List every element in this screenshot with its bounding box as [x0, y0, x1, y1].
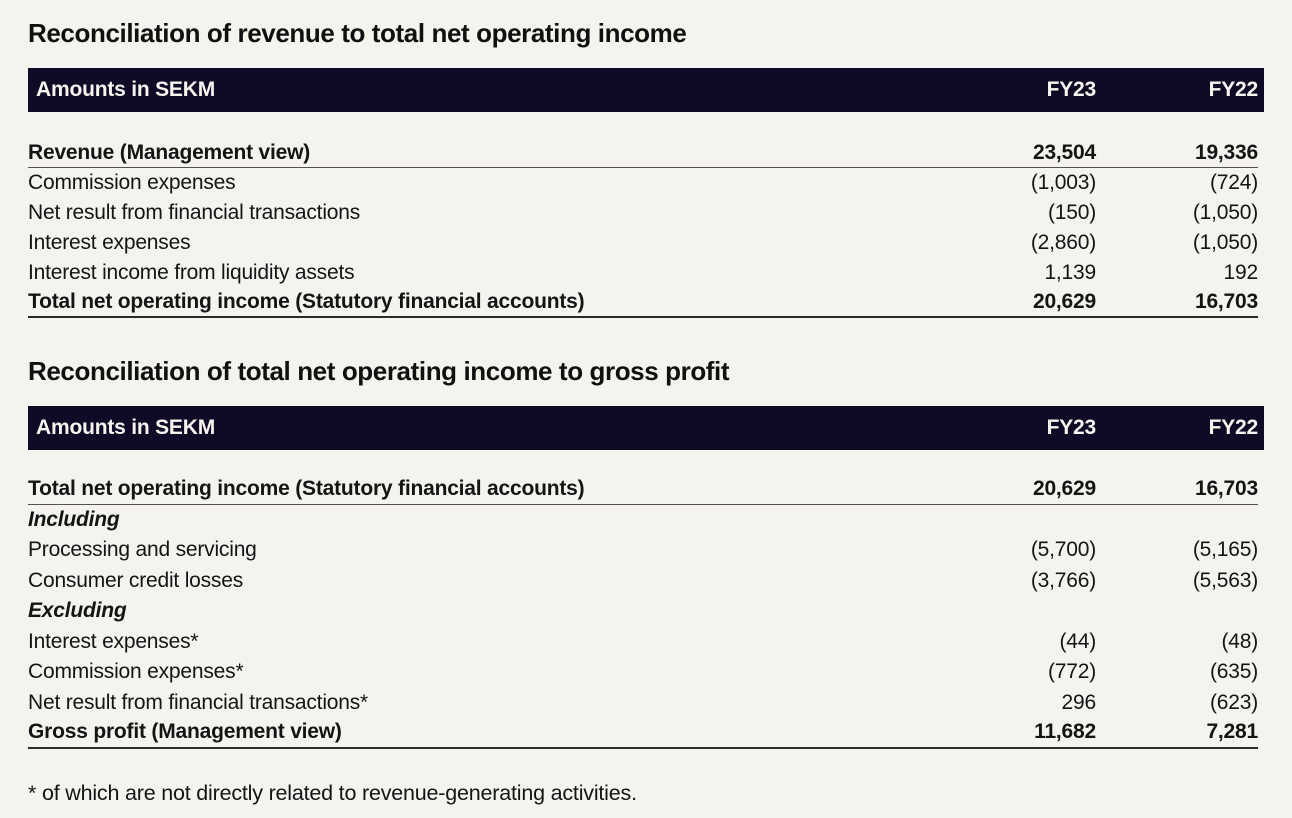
table2-header-fy22: FY22 — [1208, 416, 1259, 439]
row-label: Consumer credit losses — [28, 568, 244, 592]
table-row-processing-and-servicing: Processing and servicing (5,700) (5,165) — [28, 535, 1258, 566]
footnote: * of which are not directly related to r… — [28, 780, 637, 805]
row-label: Excluding — [28, 599, 127, 623]
table-section-row-including: Including — [28, 505, 1258, 536]
table1-header-fy22: FY22 — [1208, 78, 1259, 101]
row-fy23-value: (2,860) — [1030, 231, 1096, 254]
table-row-commission-expenses: Commission expenses (1,003) (724) — [28, 168, 1258, 198]
section1-title: Reconciliation of revenue to total net o… — [28, 18, 687, 48]
row-fy23-value: (150) — [1047, 201, 1096, 224]
row-fy22-value: 16,703 — [1194, 290, 1258, 313]
table-row-interest-expenses: Interest expenses (2,860) (1,050) — [28, 228, 1258, 258]
row-fy23-value: (772) — [1047, 660, 1096, 684]
table-row-total-net-operating-income-2: Total net operating income (Statutory fi… — [28, 474, 1258, 505]
table-row-net-result-financial-transactions-star: Net result from financial transactions* … — [28, 688, 1258, 719]
row-label: Processing and servicing — [28, 538, 257, 562]
row-fy23-value: 20,629 — [1032, 290, 1096, 313]
row-fy22-value: (5,563) — [1192, 568, 1258, 592]
table-row-total-net-operating-income: Total net operating income (Statutory fi… — [28, 288, 1258, 318]
row-fy23-value: 20,629 — [1032, 476, 1096, 500]
row-fy22-value: (724) — [1209, 171, 1258, 194]
row-fy22-value: (1,050) — [1192, 231, 1258, 254]
row-label: Gross profit (Management view) — [28, 720, 342, 744]
row-fy22-value: 16,703 — [1194, 476, 1258, 500]
row-fy23-value: 11,682 — [1034, 720, 1096, 744]
row-fy22-value: (5,165) — [1192, 538, 1258, 562]
row-fy23-value: 1,139 — [1044, 261, 1096, 284]
table1-header-fy23: FY23 — [1046, 78, 1097, 101]
row-fy22-value: (48) — [1221, 629, 1258, 653]
row-fy22-value: 192 — [1223, 261, 1259, 284]
table-row-interest-income-liquidity-assets: Interest income from liquidity assets 1,… — [28, 258, 1258, 288]
row-fy23-value: (1,003) — [1030, 171, 1096, 194]
row-label: Total net operating income (Statutory fi… — [28, 476, 585, 500]
table1-body: Revenue (Management view) 23,504 19,336 … — [28, 138, 1264, 318]
section2-title: Reconciliation of total net operating in… — [28, 356, 730, 386]
row-label: Total net operating income (Statutory fi… — [28, 290, 585, 313]
table-row-interest-expenses-star: Interest expenses* (44) (48) — [28, 627, 1258, 658]
row-label: Including — [28, 507, 120, 531]
table1-header-row: Amounts in SEKM FY23 FY22 — [28, 68, 1264, 112]
row-fy23-value: 23,504 — [1032, 140, 1096, 164]
table-row-revenue: Revenue (Management view) 23,504 19,336 — [28, 138, 1258, 168]
table2-body: Total net operating income (Statutory fi… — [28, 474, 1264, 749]
row-fy22-value: 7,281 — [1206, 720, 1258, 744]
row-fy22-value: (1,050) — [1192, 201, 1258, 224]
row-label: Net result from financial transactions* — [28, 690, 369, 714]
reconciliation-table-revenue: Amounts in SEKM FY23 FY22 Revenue (Manag… — [28, 68, 1264, 318]
row-fy22-value: (635) — [1209, 660, 1258, 684]
reconciliation-table-gross-profit: Amounts in SEKM FY23 FY22 Total net oper… — [28, 406, 1264, 749]
table2-header-amounts-label: Amounts in SEKM — [36, 416, 215, 439]
table2-header-row: Amounts in SEKM FY23 FY22 — [28, 406, 1264, 450]
row-label: Commission expenses — [28, 171, 236, 194]
table1-header-amounts-label: Amounts in SEKM — [36, 78, 215, 101]
row-fy23-value: (44) — [1059, 629, 1096, 653]
table2-header-fy23: FY23 — [1046, 416, 1097, 439]
table-row-net-result-financial-transactions: Net result from financial transactions (… — [28, 198, 1258, 228]
row-label: Commission expenses* — [28, 660, 244, 684]
row-fy23-value: 296 — [1061, 690, 1097, 714]
row-fy22-value: 19,336 — [1194, 140, 1258, 164]
row-label: Net result from financial transactions — [28, 201, 361, 224]
table-row-consumer-credit-losses: Consumer credit losses (3,766) (5,563) — [28, 566, 1258, 597]
table-section-row-excluding: Excluding — [28, 596, 1258, 627]
row-fy22-value: (623) — [1209, 690, 1258, 714]
row-fy23-value: (5,700) — [1030, 538, 1096, 562]
row-label: Revenue (Management view) — [28, 140, 311, 164]
table-row-commission-expenses-star: Commission expenses* (772) (635) — [28, 657, 1258, 688]
row-label: Interest expenses* — [28, 629, 199, 653]
table-row-gross-profit: Gross profit (Management view) 11,682 7,… — [28, 718, 1258, 749]
row-fy23-value: (3,766) — [1030, 568, 1096, 592]
row-label: Interest income from liquidity assets — [28, 261, 355, 284]
row-label: Interest expenses — [28, 231, 191, 254]
